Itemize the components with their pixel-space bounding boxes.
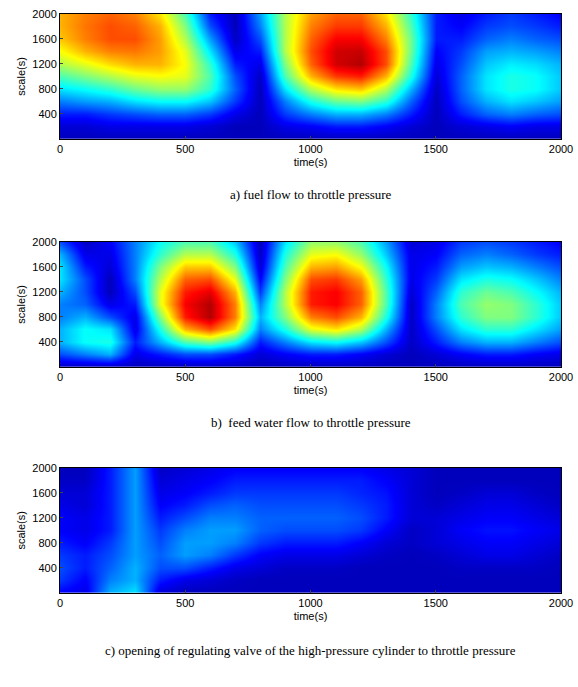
svg-text:1200: 1200 <box>32 286 56 298</box>
svg-text:2000: 2000 <box>32 462 56 474</box>
svg-text:0: 0 <box>57 597 63 609</box>
svg-text:a) fuel flow to throttle press: a) fuel flow to throttle pressure <box>230 187 392 202</box>
svg-text:scale(s): scale(s) <box>15 285 27 324</box>
svg-text:400: 400 <box>38 336 56 348</box>
svg-text:800: 800 <box>38 537 56 549</box>
svg-text:1500: 1500 <box>424 143 448 155</box>
svg-text:1200: 1200 <box>32 512 56 524</box>
svg-text:1000: 1000 <box>298 143 322 155</box>
svg-text:2000: 2000 <box>549 371 573 383</box>
svg-text:2000: 2000 <box>32 8 56 20</box>
svg-text:1000: 1000 <box>298 597 322 609</box>
svg-text:1200: 1200 <box>32 58 56 70</box>
svg-text:2000: 2000 <box>32 236 56 248</box>
svg-text:1600: 1600 <box>32 487 56 499</box>
svg-text:1500: 1500 <box>424 371 448 383</box>
svg-text:500: 500 <box>176 143 194 155</box>
svg-text:1500: 1500 <box>424 597 448 609</box>
svg-text:2000: 2000 <box>549 597 573 609</box>
svg-text:800: 800 <box>38 83 56 95</box>
svg-text:1000: 1000 <box>298 371 322 383</box>
svg-text:scale(s): scale(s) <box>15 57 27 96</box>
svg-text:0: 0 <box>57 143 63 155</box>
svg-text:c) opening of regulating valve: c) opening of regulating valve of the hi… <box>105 643 516 658</box>
svg-text:time(s): time(s) <box>294 610 328 622</box>
svg-text:800: 800 <box>38 311 56 323</box>
svg-text:time(s): time(s) <box>294 156 328 168</box>
svg-text:b) feed water flow to throttl: b) feed water flow to throttle pressure <box>211 415 411 430</box>
svg-text:2000: 2000 <box>549 143 573 155</box>
svg-text:400: 400 <box>38 108 56 120</box>
svg-text:1600: 1600 <box>32 261 56 273</box>
svg-text:500: 500 <box>176 371 194 383</box>
svg-text:0: 0 <box>57 371 63 383</box>
svg-text:1600: 1600 <box>32 33 56 45</box>
svg-text:400: 400 <box>38 562 56 574</box>
svg-text:scale(s): scale(s) <box>15 511 27 550</box>
svg-text:500: 500 <box>176 597 194 609</box>
svg-text:time(s): time(s) <box>294 384 328 396</box>
